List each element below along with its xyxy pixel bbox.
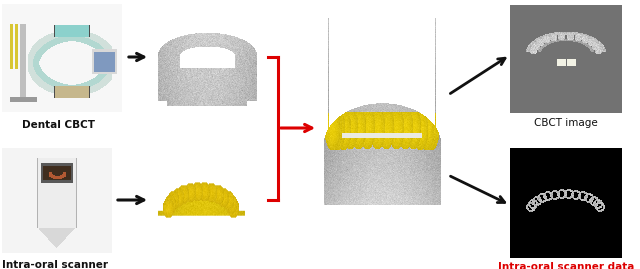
Text: Dental CBCT: Dental CBCT — [22, 120, 95, 130]
Text: Intra-oral scanner data: Intra-oral scanner data — [498, 262, 634, 269]
Text: CBCT image: CBCT image — [534, 118, 598, 128]
Text: Intra-oral scanner: Intra-oral scanner — [2, 260, 108, 269]
